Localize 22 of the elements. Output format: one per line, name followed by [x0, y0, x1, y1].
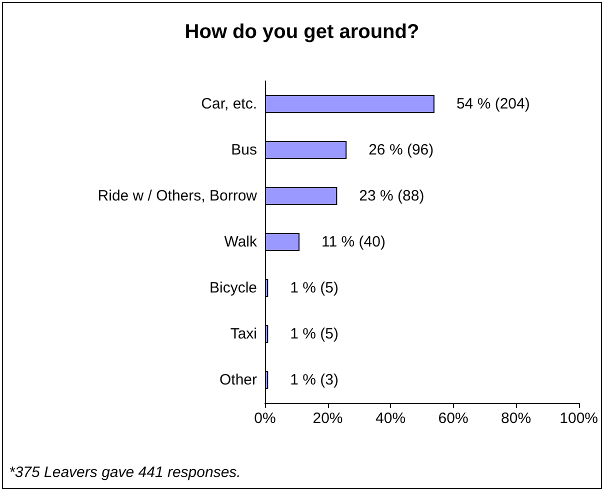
data-label: 1 % (3) — [290, 372, 338, 388]
chart-title: How do you get around? — [184, 21, 420, 43]
x-tick-label: 60% — [438, 410, 468, 427]
y-tick-label: Car, etc. — [201, 96, 257, 112]
y-tick-label: Taxi — [230, 326, 257, 342]
x-tick-label: 40% — [376, 410, 406, 427]
data-label: 54 % (204) — [456, 96, 530, 112]
y-tick-label: Bus — [231, 142, 257, 158]
data-label: 1 % (5) — [290, 326, 338, 342]
y-tick-label: Walk — [224, 234, 258, 250]
x-tick-label: 0% — [254, 410, 276, 427]
x-tick-label: 100% — [560, 410, 598, 427]
data-label: 26 % (96) — [368, 142, 434, 158]
y-tick-label: Ride w / Others, Borrow — [98, 188, 258, 204]
data-label: 23 % (88) — [359, 188, 424, 204]
data-label: 11 % (40) — [322, 234, 386, 250]
y-tick-label: Bicycle — [209, 280, 257, 296]
x-tick-label: 80% — [501, 410, 532, 427]
y-tick-label: Other — [219, 372, 258, 388]
data-label: 1 % (5) — [290, 280, 338, 296]
text: *375 Leavers gave 441 responses. — [9, 464, 241, 481]
x-tick-label: 20% — [312, 410, 343, 427]
